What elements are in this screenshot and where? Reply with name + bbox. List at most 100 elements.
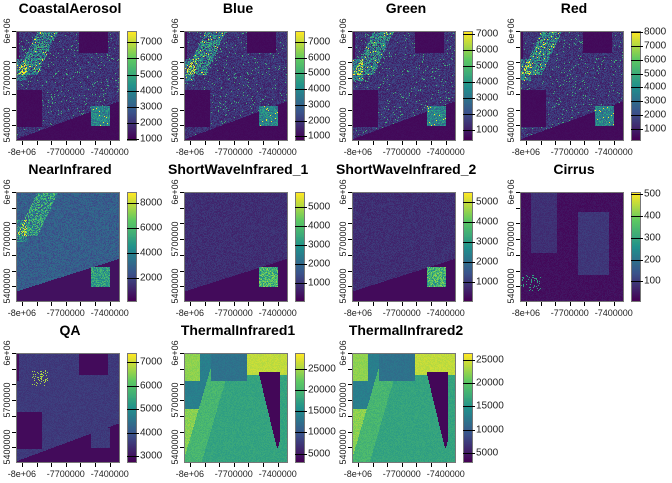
x-tick-mark [189, 463, 191, 467]
legend-tick-label: 2000 [476, 108, 499, 120]
legend-tick-mark [463, 359, 475, 361]
legend-tick-label: 7000 [140, 356, 163, 368]
x-tick-mark [277, 463, 279, 467]
y-tick-label: 5700000 [338, 221, 348, 257]
raster-image [352, 31, 456, 141]
y-tick-mark [348, 207, 352, 209]
legend-tick-label: 6000 [476, 44, 499, 56]
y-tick-mark [516, 254, 520, 256]
legend-tick-mark [295, 136, 307, 138]
legend-tick-label: 2000 [308, 258, 331, 270]
x-tick-mark [21, 302, 23, 306]
y-tick-label: 5700000 [170, 382, 180, 418]
x-tick-label: -7400000 [258, 147, 297, 157]
plot-frame [16, 192, 120, 302]
x-tick-mark [401, 463, 403, 467]
raster-panel: ThermalInfrared2 -8e+06 -7700000 -7400000 6e… [336, 322, 504, 483]
y-tick-mark [180, 223, 184, 225]
y-tick-label: 6e+06 [170, 179, 180, 205]
x-tick-mark [416, 141, 418, 145]
y-tick-mark [12, 415, 16, 417]
y-tick-mark [180, 431, 184, 433]
y-tick-mark [12, 384, 16, 386]
legend-tick-label: 4000 [644, 81, 667, 93]
legend-tick-mark [127, 253, 139, 255]
y-tick-mark [348, 109, 352, 111]
y-tick-mark [348, 415, 352, 417]
legend-tick-mark [631, 259, 643, 261]
y-tick-mark [516, 93, 520, 95]
legend-tick-label: 1000 [644, 123, 667, 135]
x-tick-mark [540, 302, 542, 306]
x-tick-mark [372, 141, 374, 145]
raster-image [16, 192, 120, 302]
y-tick-label: 5700000 [2, 382, 12, 418]
legend-tick-mark [631, 114, 643, 116]
legend-tick-label: 500 [644, 188, 661, 200]
legend-tick-mark [295, 57, 307, 59]
y-tick-mark [516, 62, 520, 64]
y-tick-mark [180, 384, 184, 386]
legend-tick-mark [631, 101, 643, 103]
legend-tick-mark [463, 34, 475, 36]
y-tick-mark [516, 286, 520, 288]
raster-image [184, 31, 288, 141]
x-tick-mark [219, 141, 221, 145]
x-tick-mark [277, 302, 279, 306]
legend-tick-mark [463, 82, 475, 83]
x-tick-label: -7700000 [382, 147, 421, 157]
legend-tick-mark [127, 139, 139, 141]
panel-title: ThermalInfrared2 [348, 322, 464, 338]
x-tick-label: -8e+06 [7, 308, 36, 318]
legend-tick-label: 4000 [140, 85, 163, 97]
legend-tick-label: 1000 [476, 276, 499, 288]
legend-tick-mark [463, 202, 475, 204]
legend-tick-mark [127, 409, 139, 411]
y-tick-label: 6e+06 [170, 18, 180, 44]
y-tick-label: 5400000 [170, 429, 180, 465]
raster-image [352, 192, 456, 302]
y-tick-mark [348, 223, 352, 225]
legend-tick-label: 7000 [308, 36, 331, 48]
x-tick-mark [584, 302, 586, 306]
x-tick-mark [263, 463, 265, 467]
y-tick-mark [12, 192, 16, 193]
legend-tick-mark [295, 42, 307, 43]
x-tick-mark [21, 141, 23, 145]
x-tick-mark [21, 463, 23, 467]
x-tick-label: -7700000 [550, 147, 589, 157]
y-tick-mark [348, 431, 352, 433]
y-tick-label: 6e+06 [338, 179, 348, 205]
raster-panel: QA -8e+06 -7700000 -7400000 6e+06 5700000 5400… [0, 322, 168, 483]
legend-tick-mark [295, 73, 307, 75]
legend-tick-mark [295, 368, 307, 370]
legend-colorbar [127, 31, 137, 141]
y-tick-mark [348, 31, 352, 32]
y-tick-label: 5700000 [506, 221, 516, 257]
legend-tick-label: 3000 [140, 450, 163, 462]
legend-tick-label: 5000 [308, 67, 331, 79]
raster-image [184, 192, 288, 302]
y-tick-mark [516, 31, 520, 32]
x-tick-mark [109, 463, 111, 467]
y-tick-mark [348, 239, 352, 241]
legend-tick-mark [463, 50, 475, 52]
raster-panel: Green -8e+06 -7700000 -7400000 6e+06 5700000 5… [336, 0, 504, 161]
y-tick-label: 5700000 [170, 60, 180, 96]
y-tick-mark [180, 353, 184, 354]
x-tick-label: -7400000 [594, 147, 633, 157]
y-tick-label: 5700000 [2, 60, 12, 96]
x-tick-mark [80, 302, 82, 306]
y-tick-mark [180, 192, 184, 193]
x-tick-mark [431, 302, 433, 306]
panel-title: ThermalInfrared1 [180, 322, 296, 338]
y-tick-mark [12, 62, 16, 64]
legend-tick-label: 4000 [308, 83, 331, 95]
x-tick-label: -7700000 [214, 469, 253, 479]
legend-colorbar [463, 192, 473, 302]
legend-tick-label: 2000 [308, 115, 331, 127]
x-tick-mark [445, 302, 447, 306]
legend-tick-mark [295, 226, 307, 228]
legend-tick-label: 20000 [308, 384, 336, 396]
y-tick-mark [180, 270, 184, 272]
